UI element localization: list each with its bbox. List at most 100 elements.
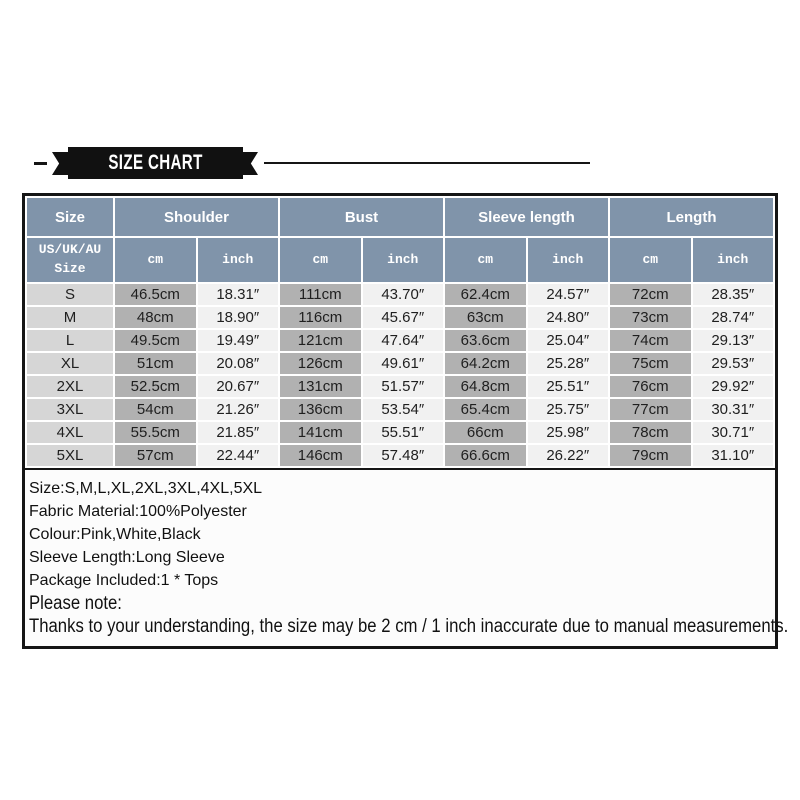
inch-value-cell: 28.35″ <box>692 284 773 305</box>
inch-value-cell: 18.90″ <box>197 307 278 328</box>
cm-value-cell: 79cm <box>610 445 691 466</box>
table-row: XL 51cm 20.08″ 126cm 49.61″ 64.2cm 25.28″ 75cm 2… <box>27 353 773 374</box>
inch-value-cell: 21.26″ <box>197 399 278 420</box>
cm-value-cell: 48cm <box>115 307 196 328</box>
product-notes: Size:S,M,L,XL,2XL,3XL,4XL,5XL Fabric Mat… <box>25 470 789 646</box>
banner-ribbon: SIZE CHART <box>68 147 243 179</box>
header-us-uk-au-size: US/UK/AU Size <box>27 238 113 282</box>
note-package-included: Package Included:1 * Tops <box>29 572 219 589</box>
cm-value-cell: 126cm <box>280 353 361 374</box>
cm-value-cell: 66cm <box>445 422 526 443</box>
inch-value-cell: 24.57″ <box>527 284 608 305</box>
note-size-options: Size:S,M,L,XL,2XL,3XL,4XL,5XL <box>29 480 263 497</box>
inch-value-cell: 55.51″ <box>362 422 443 443</box>
inch-value-cell: 53.54″ <box>362 399 443 420</box>
ribbon-right-fold-icon <box>241 152 258 175</box>
header-sleeve-cm: cm <box>445 238 526 282</box>
cm-value-cell: 73cm <box>610 307 691 328</box>
note-fabric-material: Fabric Material:100%Polyester <box>29 503 247 520</box>
table-row: 4XL 55.5cm 21.85″ 141cm 55.51″ 66cm 25.98″ 78cm… <box>27 422 773 443</box>
inch-value-cell: 30.71″ <box>692 422 773 443</box>
size-cell: 2XL <box>27 376 113 397</box>
cm-value-cell: 66.6cm <box>445 445 526 466</box>
inch-value-cell: 19.49″ <box>197 330 278 351</box>
header-sleeve-length: Sleeve length <box>445 198 608 236</box>
cm-value-cell: 49.5cm <box>115 330 196 351</box>
cm-value-cell: 77cm <box>610 399 691 420</box>
inch-value-cell: 18.31″ <box>197 284 278 305</box>
cm-value-cell: 75cm <box>610 353 691 374</box>
cm-value-cell: 111cm <box>280 284 361 305</box>
cm-value-cell: 74cm <box>610 330 691 351</box>
size-cell: S <box>27 284 113 305</box>
size-cell: 3XL <box>27 399 113 420</box>
inch-value-cell: 25.75″ <box>527 399 608 420</box>
cm-value-cell: 55.5cm <box>115 422 196 443</box>
size-table-wrap: Size Shoulder Bust Sleeve length Length … <box>25 196 775 470</box>
size-cell: XL <box>27 353 113 374</box>
banner-left-dash <box>34 162 47 165</box>
header-size: Size <box>27 198 113 236</box>
header-length: Length <box>610 198 773 236</box>
cm-value-cell: 46.5cm <box>115 284 196 305</box>
inch-value-cell: 57.48″ <box>362 445 443 466</box>
table-row: 5XL 57cm 22.44″ 146cm 57.48″ 66.6cm 26.22″ 79cm… <box>27 445 773 466</box>
banner-title: SIZE CHART <box>108 151 203 174</box>
note-disclaimer: Thanks to your understanding, the size m… <box>29 616 789 637</box>
header-shoulder-inch: inch <box>197 238 278 282</box>
inch-value-cell: 29.92″ <box>692 376 773 397</box>
size-cell: M <box>27 307 113 328</box>
inch-value-cell: 29.13″ <box>692 330 773 351</box>
cm-value-cell: 121cm <box>280 330 361 351</box>
header-length-inch: inch <box>692 238 773 282</box>
size-table: Size Shoulder Bust Sleeve length Length … <box>25 196 775 468</box>
size-cell: 5XL <box>27 445 113 466</box>
inch-value-cell: 25.28″ <box>527 353 608 374</box>
inch-value-cell: 49.61″ <box>362 353 443 374</box>
cm-value-cell: 57cm <box>115 445 196 466</box>
inch-value-cell: 25.51″ <box>527 376 608 397</box>
note-colour: Colour:Pink,White,Black <box>29 526 201 543</box>
cm-value-cell: 146cm <box>280 445 361 466</box>
note-please-note: Please note: <box>29 593 122 614</box>
header-length-cm: cm <box>610 238 691 282</box>
inch-value-cell: 47.64″ <box>362 330 443 351</box>
cm-value-cell: 52.5cm <box>115 376 196 397</box>
table-row: 3XL 54cm 21.26″ 136cm 53.54″ 65.4cm 25.75″ 77cm… <box>27 399 773 420</box>
inch-value-cell: 20.08″ <box>197 353 278 374</box>
cm-value-cell: 63cm <box>445 307 526 328</box>
header-shoulder: Shoulder <box>115 198 278 236</box>
inch-value-cell: 28.74″ <box>692 307 773 328</box>
cm-value-cell: 141cm <box>280 422 361 443</box>
cm-value-cell: 136cm <box>280 399 361 420</box>
table-row: L 49.5cm 19.49″ 121cm 47.64″ 63.6cm 25.04″ 74cm… <box>27 330 773 351</box>
table-row: S 46.5cm 18.31″ 111cm 43.70″ 62.4cm 24.57″ 72cm… <box>27 284 773 305</box>
header-unit-row: US/UK/AU Size cm inch cm inch cm inch cm… <box>27 238 773 282</box>
note-sleeve-length: Sleeve Length:Long Sleeve <box>29 549 225 566</box>
cm-value-cell: 78cm <box>610 422 691 443</box>
inch-value-cell: 25.98″ <box>527 422 608 443</box>
cm-value-cell: 51cm <box>115 353 196 374</box>
inch-value-cell: 30.31″ <box>692 399 773 420</box>
size-cell: L <box>27 330 113 351</box>
inch-value-cell: 31.10″ <box>692 445 773 466</box>
table-row: M 48cm 18.90″ 116cm 45.67″ 63cm 24.80″ 73cm 28.7… <box>27 307 773 328</box>
cm-value-cell: 64.2cm <box>445 353 526 374</box>
ribbon-left-fold-icon <box>52 152 69 175</box>
inch-value-cell: 22.44″ <box>197 445 278 466</box>
inch-value-cell: 51.57″ <box>362 376 443 397</box>
cm-value-cell: 72cm <box>610 284 691 305</box>
inch-value-cell: 26.22″ <box>527 445 608 466</box>
table-row: 2XL 52.5cm 20.67″ 131cm 51.57″ 64.8cm 25.51″ 76… <box>27 376 773 397</box>
cm-value-cell: 116cm <box>280 307 361 328</box>
cm-value-cell: 63.6cm <box>445 330 526 351</box>
inch-value-cell: 25.04″ <box>527 330 608 351</box>
size-table-body: S 46.5cm 18.31″ 111cm 43.70″ 62.4cm 24.57″ 72cm… <box>27 284 773 466</box>
cm-value-cell: 65.4cm <box>445 399 526 420</box>
cm-value-cell: 64.8cm <box>445 376 526 397</box>
cm-value-cell: 131cm <box>280 376 361 397</box>
header-sleeve-inch: inch <box>527 238 608 282</box>
size-cell: 4XL <box>27 422 113 443</box>
cm-value-cell: 76cm <box>610 376 691 397</box>
